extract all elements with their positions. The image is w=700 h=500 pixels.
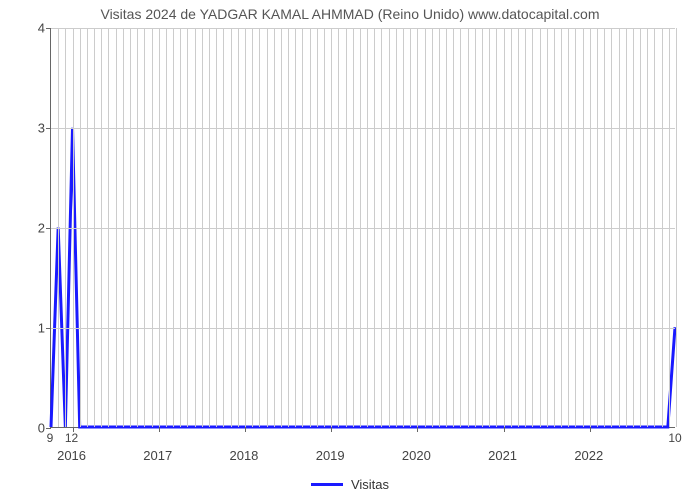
chart-container: Visitas 2024 de YADGAR KAMAL AHMMAD (Rei… <box>0 0 700 500</box>
annotation-label: 9 <box>47 431 54 445</box>
x-tick <box>417 427 418 432</box>
y-axis-label: 2 <box>30 221 45 236</box>
grid-line-h <box>51 228 675 229</box>
annotation-label: 12 <box>65 431 78 445</box>
y-axis-label: 1 <box>30 321 45 336</box>
x-axis-label: 2016 <box>57 448 86 463</box>
x-axis-label: 2018 <box>229 448 258 463</box>
chart-title: Visitas 2024 de YADGAR KAMAL AHMMAD (Rei… <box>0 6 700 22</box>
x-tick <box>159 427 160 432</box>
legend-label: Visitas <box>351 477 389 492</box>
y-tick <box>46 28 51 29</box>
annotation-label: 10 <box>668 431 681 445</box>
legend-item-visitas: Visitas <box>311 477 389 492</box>
y-axis-label: 4 <box>30 21 45 36</box>
y-axis-label: 0 <box>30 421 45 436</box>
legend-swatch <box>311 483 343 486</box>
grid-line-h <box>51 328 675 329</box>
y-tick <box>46 428 51 429</box>
grid-line-h <box>51 28 675 29</box>
x-tick <box>331 427 332 432</box>
plot-area <box>50 28 675 428</box>
x-axis-label: 2021 <box>488 448 517 463</box>
y-tick <box>46 128 51 129</box>
x-axis-label: 2020 <box>402 448 431 463</box>
y-axis-label: 3 <box>30 121 45 136</box>
y-tick <box>46 228 51 229</box>
legend: Visitas <box>0 473 700 492</box>
x-tick <box>590 427 591 432</box>
y-tick <box>46 328 51 329</box>
x-tick <box>504 427 505 432</box>
x-tick <box>245 427 246 432</box>
grid-line-h <box>51 128 675 129</box>
grid-line-v <box>676 28 677 427</box>
x-axis-label: 2017 <box>143 448 172 463</box>
x-axis-label: 2019 <box>316 448 345 463</box>
x-axis-label: 2022 <box>574 448 603 463</box>
